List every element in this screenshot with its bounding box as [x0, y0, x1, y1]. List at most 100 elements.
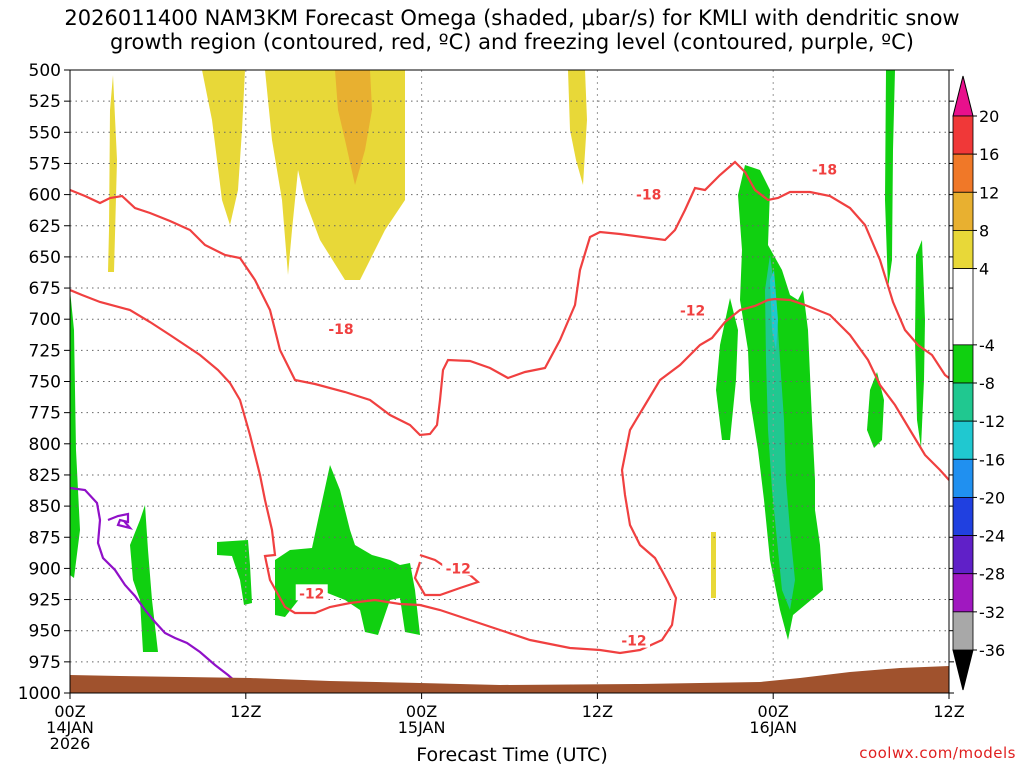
colorbar-segment	[952, 230, 974, 269]
colorbar-segment	[952, 420, 974, 460]
contour-label: -18	[812, 163, 837, 179]
contour-label: -18	[328, 322, 353, 338]
x-tick-label: 00Z	[54, 702, 85, 721]
omega-positive-region	[108, 75, 117, 272]
contour-label-bg	[442, 559, 475, 576]
contour-label-bg	[676, 301, 709, 318]
colorbar-segment	[952, 497, 974, 536]
x-tick-label: 16JAN	[749, 718, 797, 737]
contour-label-bg	[632, 185, 665, 202]
colorbar-segment	[952, 344, 974, 384]
y-axis: 500 525 550 575 600 625 650 675 700 725 750 775 800 8…	[18, 61, 954, 704]
contour-minus12-main	[70, 288, 949, 655]
y-tick-label: 825	[29, 466, 61, 486]
colorbar-segment	[952, 573, 974, 613]
y-tick-label: 1000	[18, 684, 61, 704]
colorbar-label: -4	[979, 336, 995, 355]
contour-label: -12	[680, 303, 705, 319]
colorbar-label: 4	[979, 260, 989, 279]
chart-title: 2026011400 NAM3KM Forecast Omega (shaded…	[0, 6, 1024, 54]
omega-positive-region	[711, 532, 716, 598]
freezing-level-line	[70, 486, 237, 683]
omega-negative-region	[915, 240, 925, 448]
omega-positive-region	[335, 70, 372, 185]
contour-label-bg	[325, 320, 358, 337]
omega-positive-region	[265, 70, 405, 280]
omega-negative-region	[217, 540, 252, 605]
chart-title-line1: 2026011400 NAM3KM Forecast Omega (shaded…	[64, 6, 960, 30]
y-tick-label: 950	[29, 622, 61, 642]
colorbar-label: 8	[979, 221, 989, 240]
colorbar-label: -28	[979, 565, 1005, 584]
y-tick-label: 575	[29, 154, 61, 174]
y-tick-label: 900	[29, 559, 61, 579]
contour-minus18-left	[70, 160, 949, 437]
colorbar-arrow-bottom	[952, 649, 974, 691]
y-tick-label: 625	[29, 217, 61, 237]
y-tick-label: 550	[29, 123, 61, 143]
contour-label-bg	[618, 631, 651, 648]
x-tick-label: 2026	[50, 734, 91, 753]
x-tick-label: 15JAN	[398, 718, 446, 737]
y-tick-label: 725	[29, 341, 61, 361]
x-tick-label: 12Z	[230, 702, 261, 721]
contour-label-bg	[808, 160, 841, 177]
omega-shading	[70, 70, 925, 652]
y-tick-label: 975	[29, 653, 61, 673]
y-tick-label: 875	[29, 528, 61, 548]
terrain-surface	[70, 666, 949, 693]
colorbar-segment	[952, 382, 974, 422]
colorbar-segment	[952, 115, 974, 155]
colorbar-label: -36	[979, 641, 1005, 660]
x-tick-label: 12Z	[933, 702, 964, 721]
colorbar-label: -8	[979, 374, 995, 393]
y-tick-label: 800	[29, 435, 61, 455]
omega-negative-region	[716, 298, 738, 440]
colorbar-label: 20	[979, 107, 999, 126]
omega-negative-region	[70, 290, 80, 578]
colorbar-arrow-top	[952, 75, 974, 117]
credit-text: coolwx.com/models	[859, 744, 1016, 762]
omega-negative-region	[770, 270, 778, 350]
x-tick-label: 14JAN	[46, 718, 94, 737]
colorbar-label: -32	[979, 603, 1005, 622]
colorbar-label: 12	[979, 183, 999, 202]
y-tick-label: 600	[29, 186, 61, 206]
omega-positive-region	[568, 70, 587, 185]
y-tick-label: 700	[29, 310, 61, 330]
omega-negative-region	[765, 255, 795, 610]
colorbar-label: -16	[979, 450, 1005, 469]
colorbar-segment	[952, 611, 974, 651]
contour-label: -12	[299, 586, 324, 602]
x-tick-label: 00Z	[406, 702, 437, 721]
y-tick-label: 650	[29, 248, 61, 268]
chart-title-line2: growth region (contoured, red, ºC) and f…	[110, 30, 914, 54]
freezing-level-contours	[70, 486, 237, 683]
colorbar-label: 16	[979, 145, 999, 164]
contour-label: -18	[636, 188, 661, 204]
contour-label-bg	[295, 584, 328, 601]
omega-negative-region	[130, 505, 158, 652]
freezing-level-loop	[107, 512, 134, 530]
colorbar-segment	[952, 535, 974, 575]
contour-label: -12	[621, 634, 646, 650]
omega-negative-region	[885, 70, 895, 288]
grid	[70, 70, 949, 693]
y-tick-label: 750	[29, 373, 61, 393]
contour-labels: -18 -18 -18 -12 -12 -12 -12	[295, 160, 841, 650]
y-tick-label: 775	[29, 404, 61, 424]
y-tick-label: 850	[29, 497, 61, 517]
colorbar-label: -20	[979, 488, 1005, 507]
colorbar-label: -24	[979, 527, 1005, 546]
y-tick-label: 500	[29, 61, 61, 81]
colorbar-segment	[952, 191, 974, 231]
y-tick-label: 525	[29, 92, 61, 112]
omega-negative-region	[867, 372, 884, 448]
x-axis-label: Forecast Time (UTC)	[416, 744, 608, 766]
y-tick-label: 925	[29, 591, 61, 611]
y-tick-label: 675	[29, 279, 61, 299]
contour-label: -12	[446, 561, 471, 577]
x-tick-label: 12Z	[582, 702, 613, 721]
x-tick-label: 00Z	[758, 702, 789, 721]
